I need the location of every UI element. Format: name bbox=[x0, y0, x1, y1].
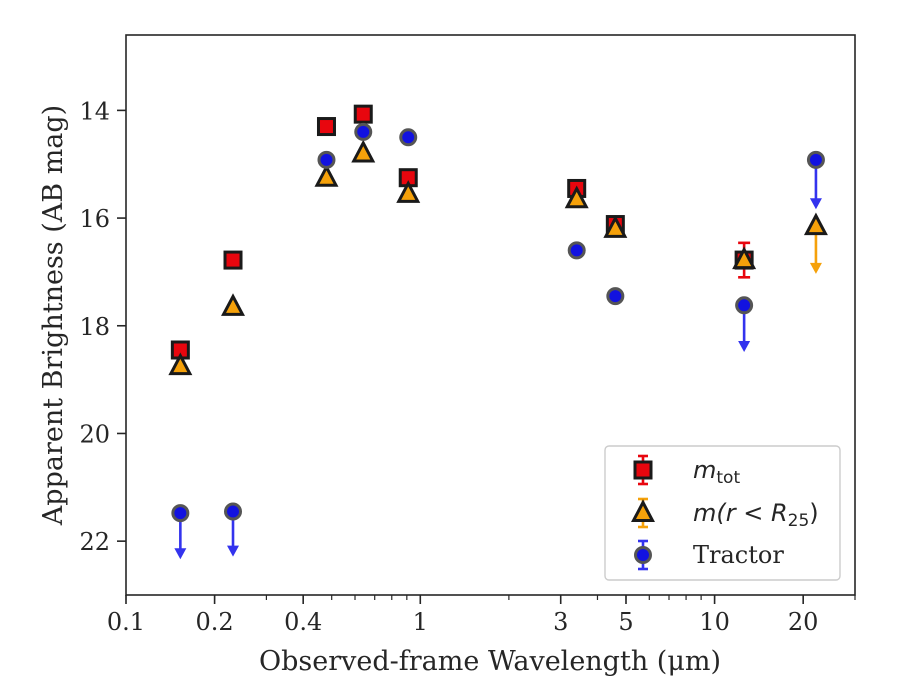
legend-label-mtot: mtot bbox=[693, 456, 740, 488]
point-mr25 bbox=[396, 180, 421, 203]
x-tick-label: 1 bbox=[413, 608, 428, 636]
plot-frame bbox=[125, 34, 856, 596]
point-mr25 bbox=[564, 185, 589, 209]
x-axis-title: Observed-frame Wavelength (μm) bbox=[259, 646, 721, 677]
upper-limit-arrowhead bbox=[809, 262, 822, 274]
y-tick-label: 22 bbox=[79, 528, 110, 556]
upper-limit-arrowhead bbox=[227, 545, 240, 557]
x-tick-label: 0.4 bbox=[284, 608, 322, 636]
y-axis: 14 16 18 20 22 bbox=[79, 97, 126, 556]
point-mr25 bbox=[314, 163, 339, 187]
x-tick-label: 0.1 bbox=[107, 608, 145, 636]
upper-limit-arrowhead bbox=[809, 198, 822, 210]
point-mr25 bbox=[803, 212, 828, 236]
point-mr25 bbox=[351, 139, 376, 163]
x-tick-label: 20 bbox=[788, 608, 819, 636]
point-mr25 bbox=[603, 215, 628, 238]
upper-limit-arrowhead bbox=[174, 548, 187, 560]
y-tick-label: 16 bbox=[79, 205, 110, 233]
upper-limit-arrowhead bbox=[738, 341, 751, 352]
legend-marker-mtot bbox=[633, 460, 653, 480]
x-axis: 0.1 0.2 0.4 1 3 5 10 20 bbox=[107, 595, 819, 636]
point-mtot bbox=[223, 250, 243, 270]
point-mr25 bbox=[221, 293, 245, 316]
point-tractor bbox=[567, 241, 586, 260]
point-tractor bbox=[735, 296, 754, 315]
legend-label-tractor: Tractor bbox=[693, 541, 784, 569]
y-tick-label: 14 bbox=[79, 97, 110, 125]
x-tick-label: 0.2 bbox=[196, 608, 234, 636]
point-mr25 bbox=[168, 352, 193, 376]
point-tractor bbox=[606, 287, 625, 306]
y-axis-title: Apparent Brightness (AB mag) bbox=[38, 105, 69, 526]
legend-marker-tractor bbox=[634, 546, 652, 564]
x-tick-label: 5 bbox=[618, 608, 633, 636]
point-tractor bbox=[317, 150, 336, 169]
y-tick-label: 20 bbox=[79, 420, 110, 448]
legend-marker-mr25 bbox=[631, 499, 655, 522]
data-marks bbox=[168, 104, 828, 560]
series-mr25 bbox=[168, 139, 828, 376]
point-tractor bbox=[399, 128, 418, 147]
point-mtot bbox=[353, 104, 373, 124]
point-tractor bbox=[354, 122, 373, 141]
y-tick-label: 18 bbox=[79, 313, 110, 341]
point-mtot bbox=[316, 117, 336, 137]
point-tractor bbox=[171, 504, 190, 523]
x-tick-label: 3 bbox=[553, 608, 568, 636]
point-tractor bbox=[224, 502, 243, 521]
legend-label-mr25: m(r < R25) bbox=[693, 499, 819, 531]
series-tractor bbox=[171, 122, 825, 560]
point-tractor bbox=[806, 150, 825, 169]
legend-box bbox=[604, 445, 841, 581]
point-mr25 bbox=[732, 246, 757, 270]
x-tick-label: 10 bbox=[699, 608, 730, 636]
legend: mtot m(r < R25) Tractor bbox=[604, 445, 841, 581]
